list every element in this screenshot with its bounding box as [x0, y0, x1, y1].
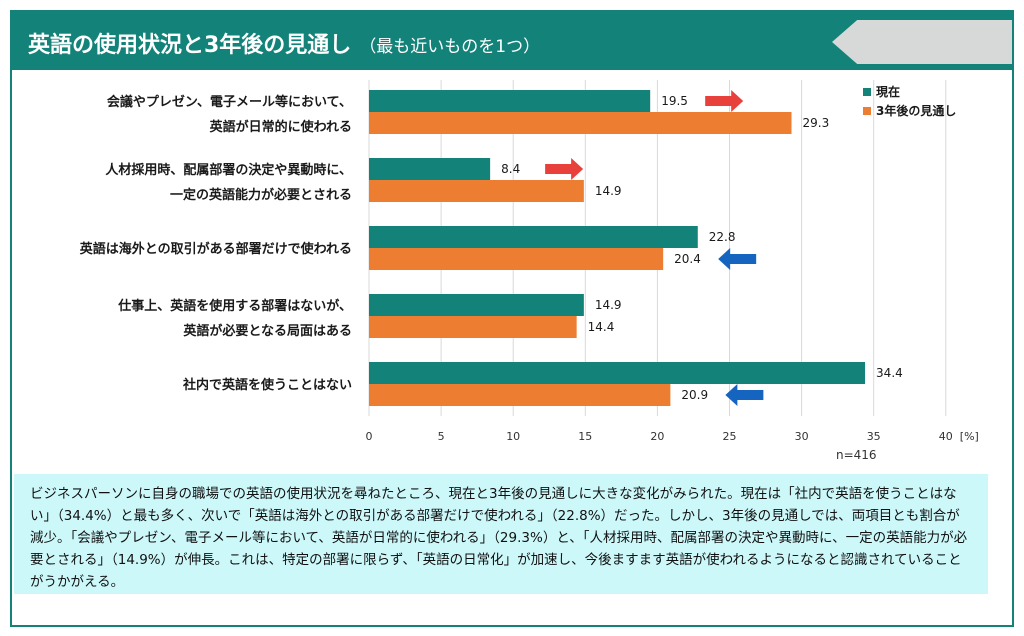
bar-future — [369, 384, 671, 406]
data-label: 14.4 — [588, 320, 615, 334]
x-tick-label: 10 — [506, 430, 520, 443]
category-label: 会議やプレゼン、電子メール等において、 — [107, 94, 352, 110]
page-title: 英語の使用状況と3年後の見通し （最も近いものを1つ） — [28, 27, 540, 59]
legend-swatch — [863, 88, 871, 96]
x-unit-label: [%] — [960, 430, 979, 443]
data-label: 14.9 — [595, 184, 622, 198]
summary-text: ビジネスパーソンに自身の職場での英語の使用状況を尋ねたところ、現在と3年後の見通… — [14, 474, 988, 594]
x-tick-label: 5 — [438, 430, 445, 443]
category-label: 英語が必要となる局面はある — [182, 323, 352, 339]
legend-swatch — [863, 107, 871, 115]
category-label: 英語が日常的に使われる — [209, 119, 352, 135]
increase-arrow-icon — [705, 90, 744, 112]
x-tick-label: 35 — [867, 430, 881, 443]
bar-current — [369, 362, 866, 384]
data-label: 19.5 — [661, 94, 688, 108]
category-label: 人材採用時、配属部署の決定や異動時に、 — [105, 162, 352, 178]
bar-future — [369, 180, 584, 202]
bar-current — [369, 90, 651, 112]
legend-label: 現在 — [876, 84, 900, 99]
data-label: 29.3 — [803, 116, 830, 130]
sample-size-note: n=416 — [836, 448, 877, 462]
x-tick-label: 40 — [939, 430, 953, 443]
category-label: 仕事上、英語を使用する部署はないが、 — [117, 298, 352, 314]
bar-current — [369, 158, 491, 180]
bar-current — [369, 294, 584, 316]
legend-label: 3年後の見通し — [876, 103, 956, 118]
data-label: 34.4 — [876, 366, 903, 380]
bar-current — [369, 226, 698, 248]
decrease-arrow-icon — [718, 248, 757, 270]
x-tick-label: 0 — [366, 430, 373, 443]
title-text: 英語の使用状況と3年後の見通し — [28, 33, 352, 58]
bar-future — [369, 112, 792, 134]
category-label: 英語は海外との取引がある部署だけで使われる — [79, 241, 352, 257]
data-label: 8.4 — [501, 162, 520, 176]
bar-future — [369, 248, 664, 270]
x-tick-label: 30 — [795, 430, 809, 443]
x-tick-label: 25 — [723, 430, 737, 443]
header-bar: 英語の使用状況と3年後の見通し （最も近いものを1つ） — [12, 12, 1012, 70]
category-label: 社内で英語を使うことはない — [182, 377, 352, 393]
header-ribbon — [832, 20, 1012, 64]
data-label: 20.4 — [674, 252, 701, 266]
increase-arrow-icon — [545, 158, 584, 180]
data-label: 14.9 — [595, 298, 622, 312]
x-tick-label: 20 — [650, 430, 664, 443]
bar-future — [369, 316, 577, 338]
x-tick-label: 15 — [578, 430, 592, 443]
title-note: （最も近いものを1つ） — [359, 37, 541, 57]
data-label: 22.8 — [709, 230, 736, 244]
category-label: 一定の英語能力が必要とされる — [170, 187, 352, 203]
data-label: 20.9 — [681, 388, 708, 402]
decrease-arrow-icon — [725, 384, 764, 406]
